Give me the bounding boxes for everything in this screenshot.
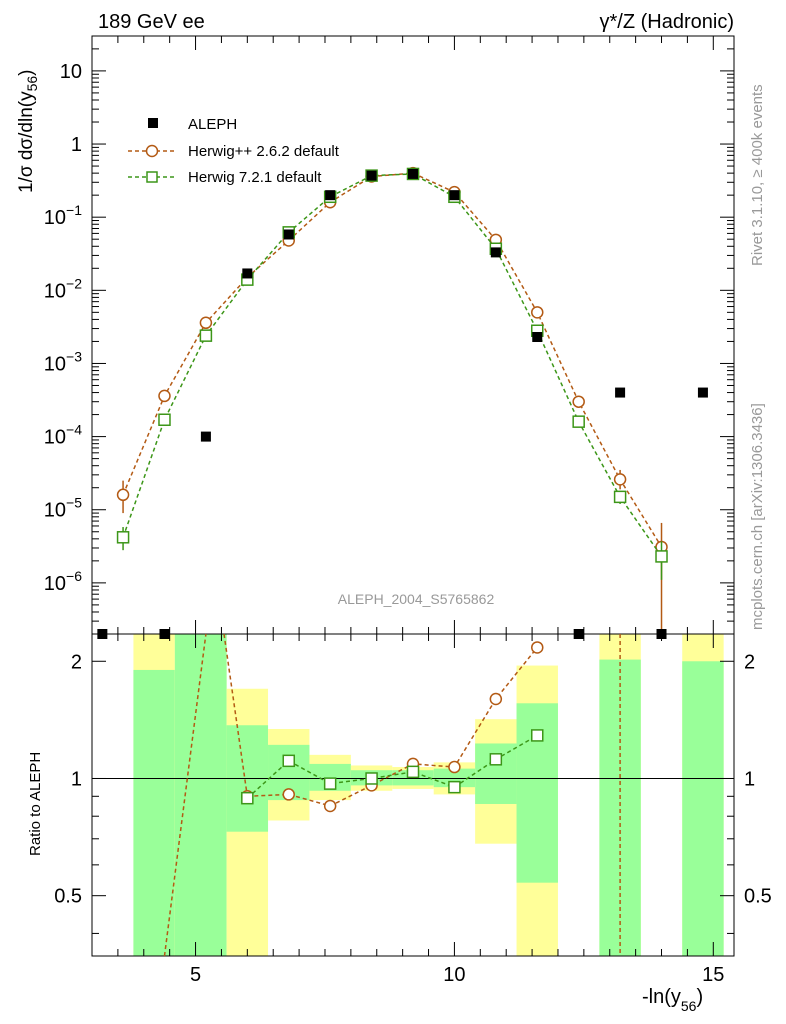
ratio-point-herwig262 — [448, 760, 461, 774]
point-herwig721 — [158, 413, 171, 426]
series — [97, 166, 708, 957]
rivet-label: Rivet 3.1.10, ≥ 400k events — [749, 84, 766, 266]
ratio-point-herwig721 — [241, 791, 254, 805]
point-aleph — [615, 387, 626, 398]
point-herwig721 — [116, 531, 130, 544]
x-tick-label: 5 — [190, 964, 201, 986]
point-aleph — [573, 629, 584, 639]
ratio-offscale-herwig262 — [163, 633, 207, 957]
main-y-tick-label: 10−6 — [44, 568, 82, 595]
watermark: ALEPH_2004_S5765862 — [338, 591, 495, 607]
point-herwig721 — [655, 550, 668, 563]
ratio-point-herwig262 — [531, 641, 544, 654]
ratio-y-tick-label: 1 — [71, 768, 82, 790]
main-y-tick-label: 10−3 — [44, 348, 82, 375]
ratio-bands — [133, 634, 724, 956]
ratio-point-herwig721 — [323, 777, 337, 790]
point-aleph — [159, 629, 170, 639]
point-herwig262 — [158, 389, 171, 403]
point-aleph — [697, 387, 708, 398]
point-herwig721 — [199, 329, 213, 342]
ratio-point-herwig262 — [323, 799, 337, 813]
x-tick-label: 10 — [443, 964, 465, 986]
title-right: γ*/Z (Hadronic) — [600, 11, 734, 33]
ratio-y-tick-label: 2 — [71, 651, 82, 673]
main-line-herwig262 — [122, 172, 663, 548]
ratio-band-inner — [475, 743, 517, 804]
main-y-tick-label: 10−4 — [44, 422, 82, 449]
title-left: 189 GeV ee — [98, 11, 205, 33]
axes: 5 10 15 10 1 10−1 10−2 10−3 10−4 10−5 10−6 0.5 0.5 1 1… — [44, 35, 772, 986]
main-y-tick-label: 10−1 — [44, 202, 82, 229]
point-herwig262 — [116, 488, 130, 502]
ratio-point-herwig721 — [365, 772, 378, 785]
ratio-band-inner — [433, 768, 476, 788]
point-aleph — [200, 431, 211, 442]
ratio-band-inner — [599, 659, 641, 956]
ratio-point-herwig721 — [489, 753, 503, 766]
point-aleph — [366, 170, 377, 181]
point-herwig262 — [572, 395, 585, 408]
point-herwig262 — [613, 473, 627, 486]
legend-marker-herwig262 — [145, 144, 159, 158]
legend-marker-aleph — [148, 118, 158, 128]
ratio-y-tick-label: 0.5 — [54, 886, 82, 908]
ratio-point-herwig721 — [282, 754, 295, 768]
main-y-tick-label: 10−2 — [44, 275, 82, 302]
ratio-point-herwig262 — [489, 692, 503, 706]
legend-label-herwig721: Herwig 7.2.1 default — [188, 169, 322, 186]
point-aleph — [408, 168, 418, 179]
ratio-ylabel: Ratio to ALEPH — [27, 752, 44, 856]
ratio-point-herwig262 — [282, 788, 295, 801]
point-aleph — [242, 268, 253, 279]
point-aleph — [490, 247, 501, 258]
point-herwig262 — [199, 316, 213, 330]
main-y-tick-label: 10−5 — [44, 495, 82, 522]
ratio-line-herwig262 — [247, 647, 538, 807]
main-y-tick-label: 10 — [60, 61, 82, 83]
point-aleph — [532, 332, 543, 343]
legend-marker-herwig721 — [146, 171, 158, 183]
point-aleph — [325, 190, 336, 201]
ratio-plot-frame — [91, 633, 735, 957]
x-axis-label: -ln(y56) — [642, 986, 703, 1014]
legend: ALEPH Herwig++ 2.6.2 default Herwig 7.2.… — [128, 116, 340, 186]
point-herwig262 — [531, 306, 544, 319]
ratio-y-tick-label-right: 0.5 — [744, 886, 772, 908]
point-aleph — [283, 229, 294, 240]
main-y-tick-label: 1 — [71, 134, 82, 156]
ratio-offscale-herwig262 — [223, 633, 249, 797]
legend-label-aleph: ALEPH — [188, 116, 237, 133]
ratio-point-herwig721 — [448, 780, 461, 794]
legend-label-herwig262: Herwig++ 2.6.2 default — [188, 143, 340, 160]
point-aleph — [449, 190, 460, 201]
point-herwig721 — [572, 415, 585, 428]
ratio-band-inner — [682, 661, 724, 956]
ratio-point-herwig721 — [406, 765, 420, 779]
main-line-herwig721 — [122, 173, 663, 557]
point-aleph — [97, 629, 108, 639]
ratio-y-tick-label-right: 1 — [744, 768, 755, 790]
x-tick-label: 15 — [702, 964, 724, 986]
point-aleph — [656, 629, 667, 639]
point-herwig721 — [613, 490, 627, 504]
mcplots-label: mcplots.cern.ch [arXiv:1306.3436] — [749, 403, 766, 630]
ratio-point-herwig721 — [531, 729, 544, 742]
ratio-band-inner — [174, 634, 227, 956]
ratio-y-tick-label-right: 2 — [744, 651, 755, 673]
ratio-band-inner — [133, 669, 175, 956]
main-ylabel: 1/σ dσ/dln(y56) — [16, 69, 40, 193]
ratio-line-herwig721 — [246, 734, 538, 799]
